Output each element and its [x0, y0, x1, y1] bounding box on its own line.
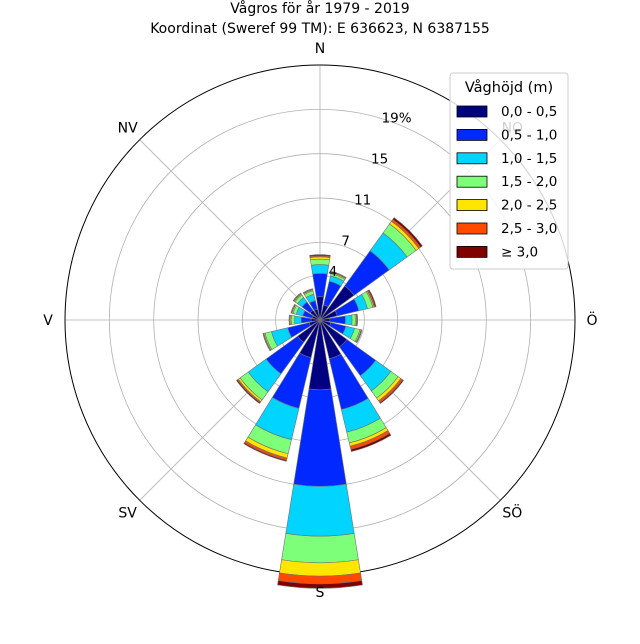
bar-sector-12-bin-6	[288, 314, 291, 326]
bar-sector-8-bin-2	[285, 483, 355, 537]
radial-ticks: 47 11 15 19%	[329, 110, 412, 280]
bar-sector-0-bin-3	[310, 258, 330, 266]
legend-swatch-5	[456, 222, 488, 235]
legend-box	[449, 72, 569, 270]
bar-sector-12-bin-3	[290, 315, 296, 325]
legend-label-6: ≥ 3,0	[501, 244, 538, 260]
legend-swatch-3	[456, 175, 488, 188]
bar-sector-4-bin-2	[344, 314, 353, 326]
direction-label-7: NV	[118, 121, 138, 137]
bar-sector-0-bin-2	[310, 264, 330, 275]
legend-swatch-4	[456, 199, 488, 212]
legend-swatch-6	[456, 245, 488, 258]
legend-swatch-2	[456, 152, 488, 165]
bar-sector-12-bin-1	[300, 316, 312, 324]
bar-sector-0-bin-1	[312, 273, 328, 298]
chart-subtitle: Koordinat (Sweref 99 TM): E 636623, N 63…	[150, 21, 490, 37]
legend-swatch-0	[456, 105, 488, 118]
direction-label-2: Ö	[586, 311, 597, 329]
bar-sector-4-bin-6	[356, 313, 358, 327]
bar-sector-14-bin-6	[292, 292, 302, 302]
radial-tick-label-3: 15	[371, 151, 388, 167]
radial-tick-label-0: 4	[329, 264, 338, 280]
bar-sector-7-bin-6	[350, 432, 392, 452]
legend-swatch-1	[456, 128, 488, 141]
bar-sector-2-bin-6	[392, 217, 423, 248]
radial-tick-label-4: 19%	[382, 110, 412, 126]
bar-sector-13-bin-6	[290, 303, 296, 314]
bar-sector-1-bin-6	[331, 271, 347, 279]
chart-title: Vågros för år 1979 - 2019	[230, 0, 409, 17]
bar-sector-5-bin-6	[355, 329, 363, 344]
bar-sector-12-bin-2	[294, 315, 302, 325]
legend-label-2: 1,0 - 1,5	[501, 151, 557, 167]
radial-tick-label-2: 11	[354, 192, 371, 208]
direction-label-6: V	[43, 313, 53, 329]
radial-tick-label-1: 7	[341, 233, 350, 249]
direction-label-5: SV	[118, 505, 137, 521]
legend-label-4: 2,0 - 2,5	[501, 198, 557, 214]
legend-label-5: 2,5 - 3,0	[501, 221, 557, 237]
bar-sector-9-bin-6	[243, 442, 287, 462]
bar-sector-4-bin-3	[351, 314, 356, 326]
bar-sector-10-bin-6	[236, 379, 261, 404]
bar-sector-15-bin-6	[302, 288, 314, 294]
rose-bars	[236, 217, 423, 589]
bar-sector-3-bin-6	[367, 289, 377, 308]
legend-label-0: 0,0 - 0,5	[501, 104, 557, 120]
bar-sector-6-bin-6	[379, 379, 404, 404]
direction-label-4: S	[316, 585, 325, 601]
legend-label-1: 0,5 - 1,0	[501, 127, 557, 143]
direction-label-0: N	[315, 41, 325, 57]
bar-sector-11-bin-6	[262, 333, 271, 352]
direction-label-3: SÖ	[502, 503, 522, 521]
legend-label-3: 1,5 - 2,0	[501, 174, 557, 190]
bar-sector-8-bin-1	[293, 388, 347, 487]
bar-sector-8-bin-3	[281, 533, 359, 564]
grid-spoke-7	[139, 139, 321, 321]
legend: Våghöjd (m) 0,0 - 0,5 0,5 - 1,0 1,0 - 1,5 1,…	[449, 72, 569, 270]
bar-sector-0-bin-6	[309, 254, 331, 257]
legend-title: Våghöjd (m)	[465, 79, 553, 96]
bar-sector-8-bin-6	[277, 580, 363, 589]
